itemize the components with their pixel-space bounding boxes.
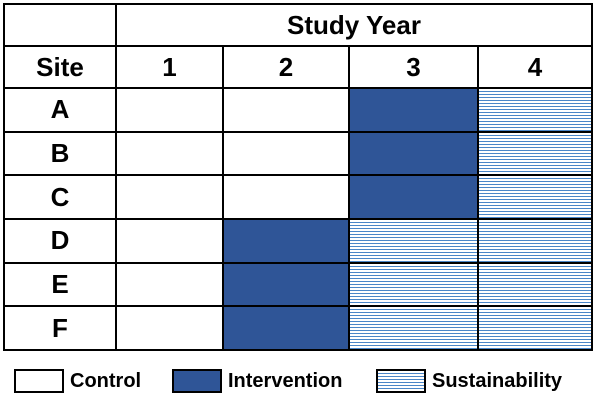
legend-label-intervention: Intervention	[228, 369, 343, 392]
sustainability-cell	[348, 305, 479, 351]
control-cell	[222, 174, 350, 220]
control-cell	[115, 305, 224, 351]
intervention-cell	[222, 217, 350, 264]
intervention-cell	[222, 305, 350, 351]
sustainability-swatch	[376, 369, 426, 393]
study-year-header: Study Year	[115, 3, 593, 47]
sustainability-cell	[348, 217, 479, 264]
legend-label-sustainability: Sustainability	[432, 369, 563, 392]
sustainability-cell	[477, 130, 593, 177]
intervention-cell	[348, 130, 479, 177]
site-label: C	[3, 174, 117, 220]
table-row: E	[3, 261, 593, 308]
sustainability-cell	[477, 261, 593, 308]
intervention-cell	[222, 261, 350, 308]
control-cell	[115, 217, 224, 264]
table-row: C	[3, 174, 593, 220]
site-column-header: Site	[3, 45, 117, 89]
control-cell	[115, 87, 224, 133]
control-cell	[222, 130, 350, 177]
control-cell	[115, 174, 224, 220]
control-cell	[115, 130, 224, 177]
sustainability-cell	[477, 217, 593, 264]
legend-item-intervention: Intervention	[172, 366, 342, 396]
legend-item-control: Control	[14, 366, 141, 396]
site-label: E	[3, 261, 117, 308]
site-label: B	[3, 130, 117, 177]
sustainability-cell	[348, 261, 479, 308]
corner-cell	[3, 3, 117, 47]
table-row: B	[3, 130, 593, 177]
year-header-3: 3	[348, 45, 479, 89]
legend: Control Intervention Sustainability	[14, 366, 589, 396]
site-label: A	[3, 87, 117, 133]
table-row: A	[3, 87, 593, 133]
intervention-cell	[348, 87, 479, 133]
control-cell	[115, 261, 224, 308]
year-header-4: 4	[477, 45, 593, 89]
sustainability-cell	[477, 305, 593, 351]
intervention-swatch	[172, 369, 222, 393]
site-label: D	[3, 217, 117, 264]
control-cell	[222, 87, 350, 133]
intervention-cell	[348, 174, 479, 220]
legend-item-sustainability: Sustainability	[376, 366, 562, 396]
table-row: D	[3, 217, 593, 264]
sustainability-cell	[477, 87, 593, 133]
legend-label-control: Control	[70, 369, 142, 392]
year-header-1: 1	[115, 45, 224, 89]
table-row: F	[3, 305, 593, 351]
site-label: F	[3, 305, 117, 351]
year-header-2: 2	[222, 45, 350, 89]
control-swatch	[14, 369, 64, 393]
sustainability-cell	[477, 174, 593, 220]
